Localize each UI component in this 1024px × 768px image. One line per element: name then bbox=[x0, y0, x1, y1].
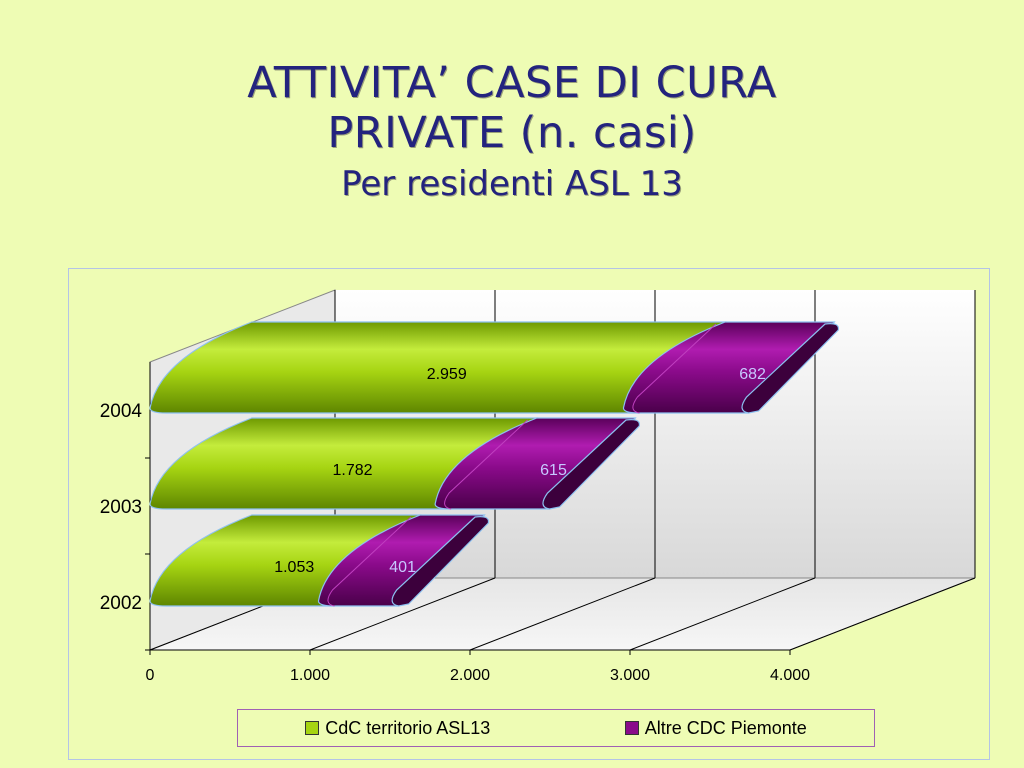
bar-group-2002 bbox=[149, 514, 490, 607]
slide-title-block: ATTIVITA’ CASE DI CURA PRIVATE (n. casi)… bbox=[0, 58, 1024, 206]
bar-segment-altre-cdc bbox=[317, 514, 486, 607]
category-labels: 2002 2003 2004 bbox=[100, 401, 150, 651]
floor-gridline bbox=[309, 577, 496, 651]
data-labels: 1.053 401 1.782 615 2.959 682 bbox=[274, 366, 766, 576]
segment-boundary bbox=[632, 323, 717, 414]
legend-item-series-1: CdC territorio ASL13 bbox=[305, 718, 490, 739]
slide-title-line-1: ATTIVITA’ CASE DI CURA bbox=[247, 58, 777, 108]
bar-group-2003 bbox=[149, 417, 641, 510]
data-label: 682 bbox=[739, 366, 766, 383]
bar-segment-cdc-asl13 bbox=[149, 321, 727, 414]
bar-segment-altre-cdc bbox=[434, 417, 637, 510]
x-tick-label: 1.000 bbox=[290, 667, 330, 684]
category-label: 2003 bbox=[100, 497, 142, 518]
slide-title-line-2: PRIVATE (n. casi) bbox=[327, 108, 697, 158]
legend-label-series-1: CdC territorio ASL13 bbox=[325, 717, 491, 738]
bar-segment-cdc-asl13 bbox=[149, 417, 539, 510]
bar-segment-altre-cdc bbox=[622, 321, 836, 414]
data-label: 2.959 bbox=[427, 366, 467, 383]
floor-gridline bbox=[469, 577, 656, 651]
x-tick-label: 4.000 bbox=[770, 667, 810, 684]
x-tick-label: 3.000 bbox=[610, 667, 650, 684]
bar-end-cap bbox=[741, 323, 840, 414]
data-label: 401 bbox=[389, 559, 416, 576]
legend-swatch-green bbox=[305, 721, 320, 735]
bar-end-cap bbox=[391, 516, 490, 607]
data-label: 1.782 bbox=[333, 462, 373, 479]
floor-gridline bbox=[629, 577, 816, 651]
bar-series bbox=[149, 321, 840, 607]
data-label: 615 bbox=[540, 462, 567, 479]
x-axis-ticks: 0 1.000 2.000 3.000 4.000 bbox=[146, 362, 810, 684]
category-label: 2002 bbox=[100, 593, 142, 614]
chart-frame bbox=[68, 268, 990, 760]
legend-item-series-2: Altre CDC Piemonte bbox=[624, 717, 807, 739]
segment-boundary bbox=[444, 419, 528, 510]
floor-gridline bbox=[789, 577, 976, 651]
legend-swatch-purple bbox=[624, 721, 639, 735]
bar-group-2004 bbox=[149, 321, 840, 414]
legend-label-series-2: Altre CDC Piemonte bbox=[644, 717, 807, 738]
category-label: 2004 bbox=[100, 401, 143, 422]
x-tick-label: 2.000 bbox=[450, 667, 490, 684]
bar-end-cap bbox=[542, 419, 641, 510]
data-label: 1.053 bbox=[274, 559, 314, 576]
slide-subtitle: Per residenti ASL 13 bbox=[341, 164, 683, 204]
x-tick-label: 0 bbox=[146, 667, 155, 684]
segment-boundary bbox=[327, 516, 412, 607]
chart-legend: CdC territorio ASL13 Altre CDC Piemonte bbox=[237, 709, 875, 747]
